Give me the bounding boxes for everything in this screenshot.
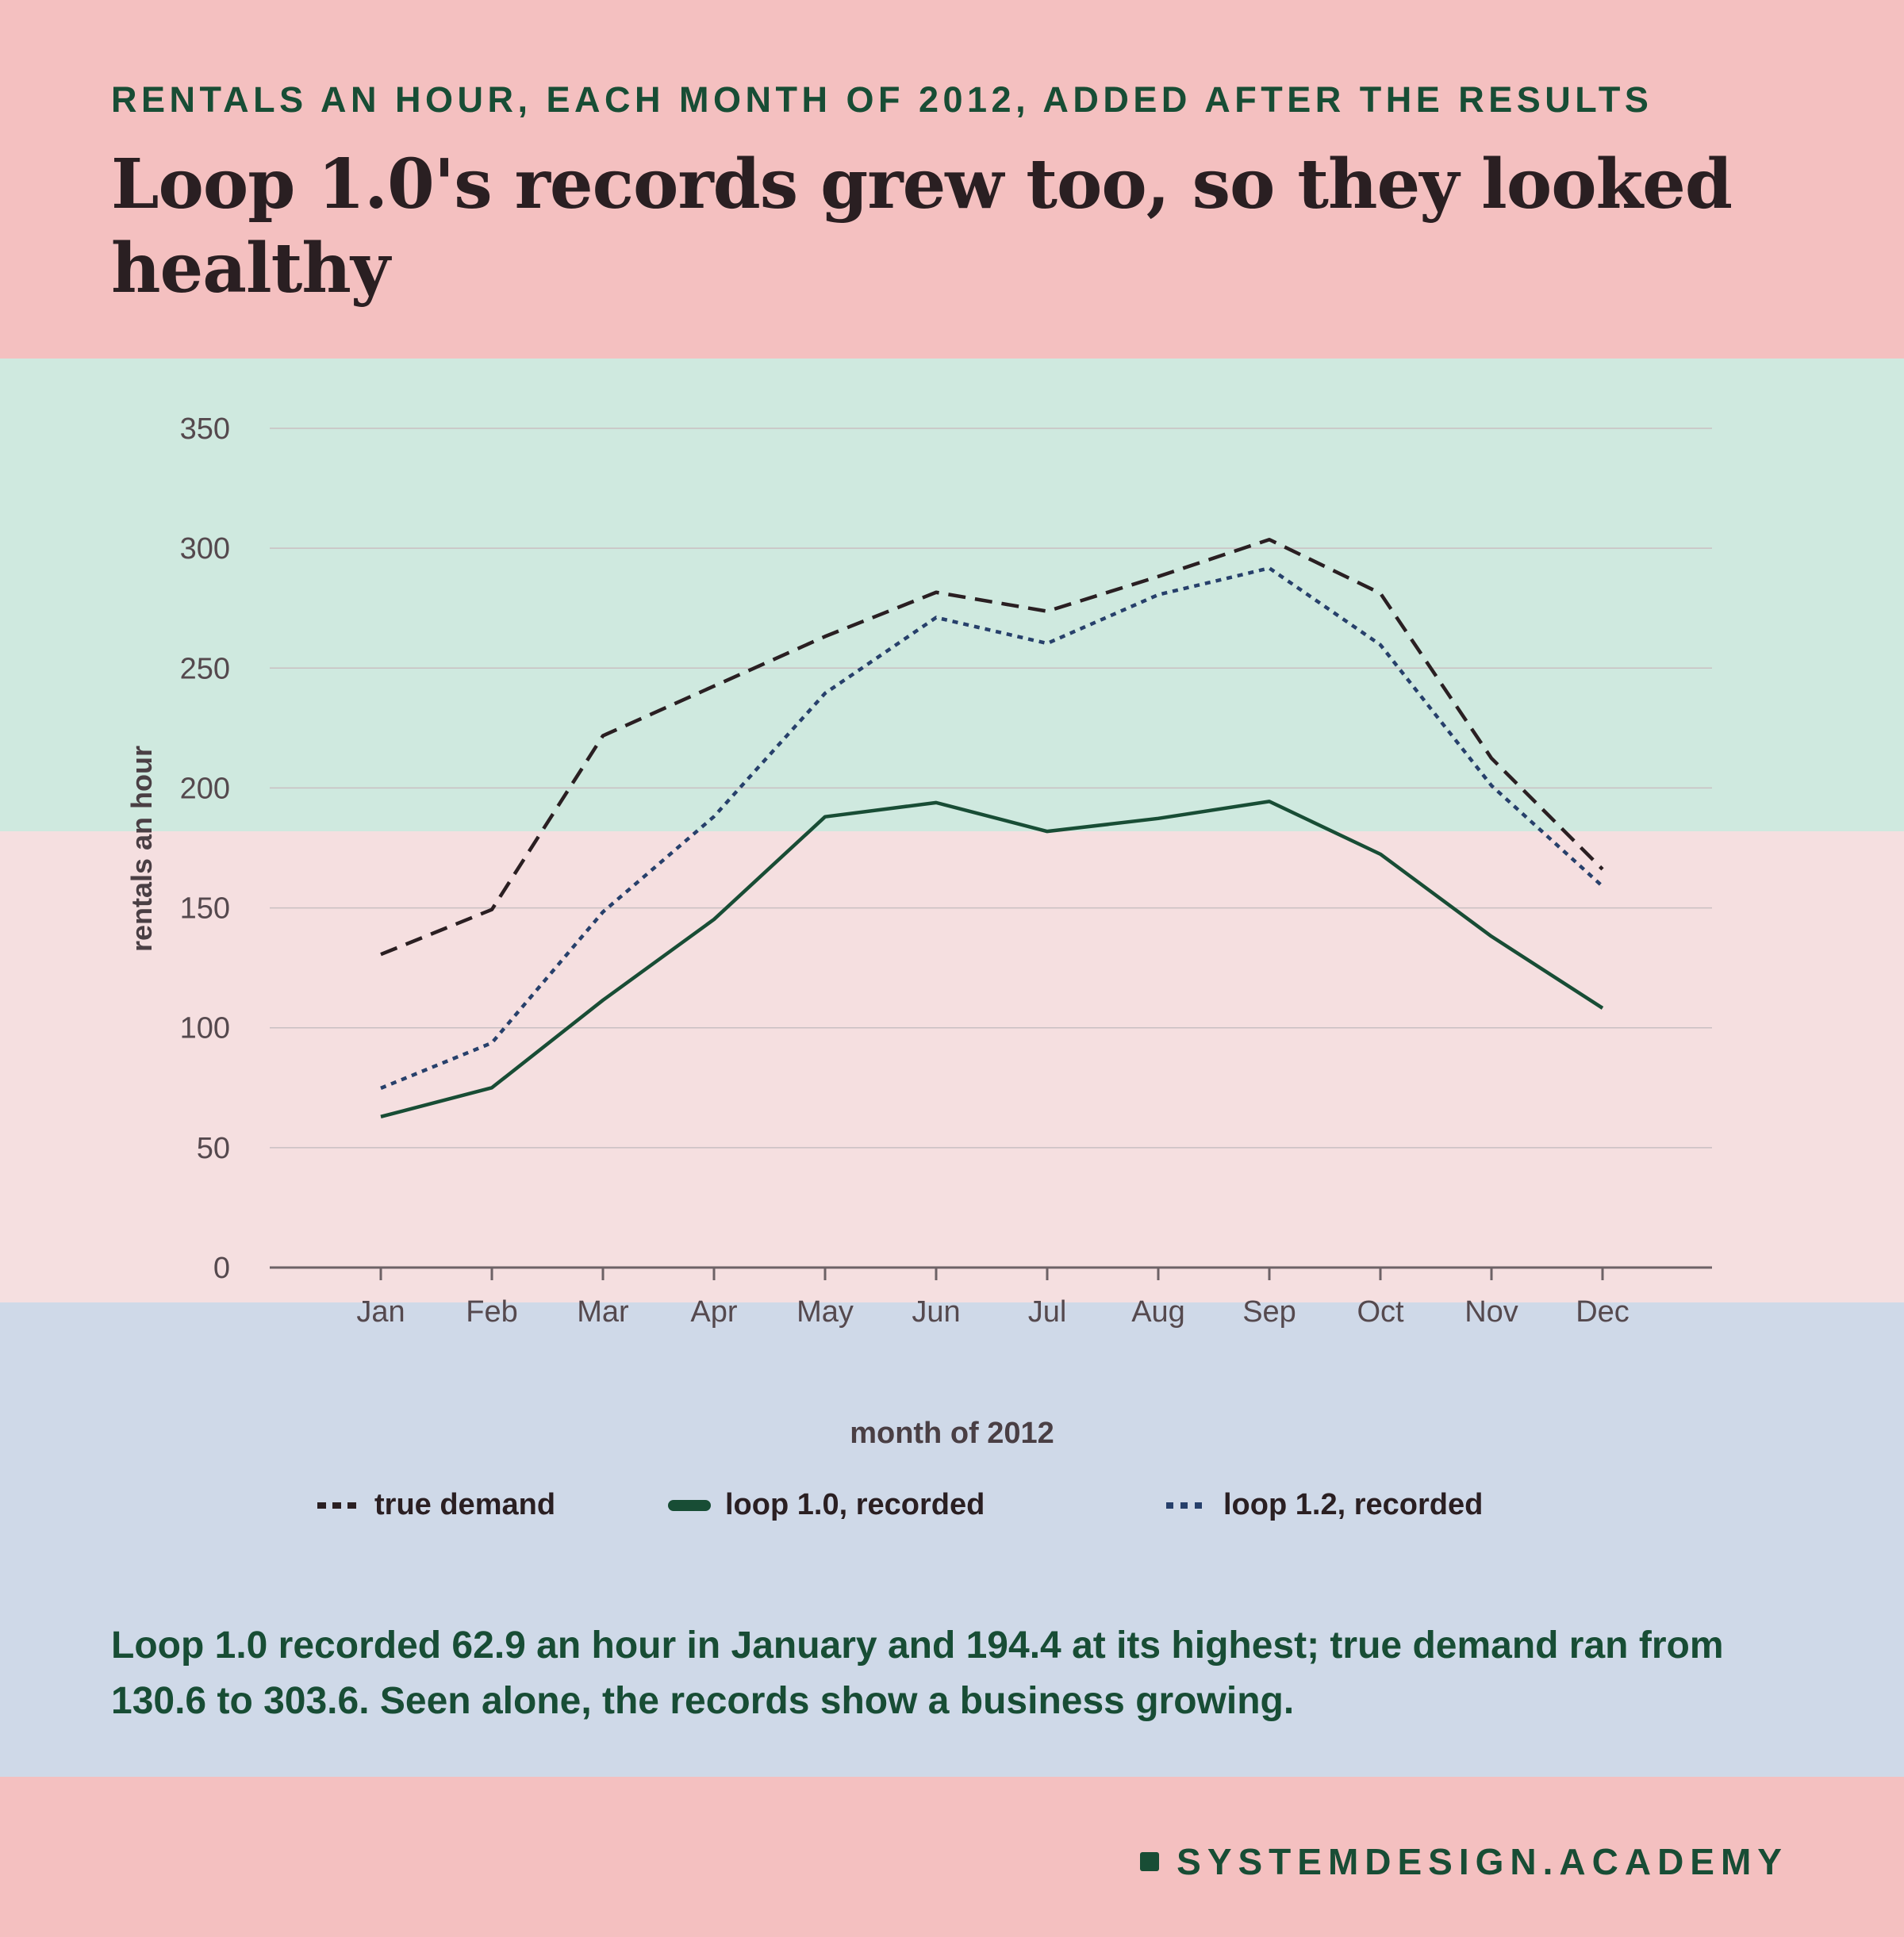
x-tick-label-may: May <box>797 1295 854 1329</box>
brand-name: SYSTEMDESIGN.ACADEMY <box>1177 1841 1788 1882</box>
legend-label-loop-1-2: loop 1.2, recorded <box>1223 1488 1484 1521</box>
x-tick-label-jul: Jul <box>1028 1295 1067 1329</box>
y-axis-title: rentals an hour <box>125 745 158 953</box>
legend-item-loop-1-0: loop 1.0, recorded <box>668 1488 985 1522</box>
chart-kicker: RENTALS AN HOUR, EACH MONTH OF 2012, ADD… <box>111 79 1653 120</box>
series-line-loop-1-2 <box>380 566 1604 1090</box>
x-tick-label-jan: Jan <box>356 1295 405 1329</box>
brand-footer: SYSTEMDESIGN.ACADEMY <box>1140 1840 1788 1883</box>
x-tick-label-oct: Oct <box>1357 1295 1404 1329</box>
x-tick-label-nov: Nov <box>1464 1295 1518 1329</box>
chart-summary: Loop 1.0 recorded 62.9 an hour in Januar… <box>111 1624 1724 1722</box>
x-tick-label-dec: Dec <box>1576 1295 1630 1329</box>
x-tick-label-mar: Mar <box>577 1295 629 1329</box>
y-tick-label-350: 350 <box>180 412 230 446</box>
series-line-loop-1-0 <box>380 800 1604 1119</box>
legend-swatch-true-demand <box>317 1502 360 1509</box>
legend-item-true-demand: true demand <box>317 1488 555 1522</box>
y-tick-label-0: 0 <box>213 1252 230 1285</box>
series-line-true-demand <box>380 538 1604 957</box>
legend-item-loop-1-2: loop 1.2, recorded <box>1166 1488 1483 1522</box>
y-tick-label-300: 300 <box>180 532 230 566</box>
x-tick-label-aug: Aug <box>1131 1295 1185 1329</box>
x-axis-title: month of 2012 <box>850 1417 1054 1450</box>
legend-swatch-loop-1-0 <box>668 1499 711 1511</box>
legend-label-true-demand: true demand <box>374 1488 556 1521</box>
line-chart: 0 50 100 150 200 250 300 350 Jan Feb Mar Apr May Jun J… <box>180 412 1712 1329</box>
y-tick-label-250: 250 <box>180 652 230 685</box>
x-tick-label-apr: Apr <box>690 1295 737 1329</box>
x-tick-label-jun: Jun <box>912 1295 960 1329</box>
x-tick-label-feb: Feb <box>466 1295 517 1329</box>
legend-label-loop-1-0: loop 1.0, recorded <box>725 1488 985 1521</box>
footnote-band <box>0 1302 1904 1777</box>
footer-band <box>0 1777 1904 1937</box>
y-tick-label-50: 50 <box>197 1132 230 1165</box>
brand-square-icon <box>1140 1852 1160 1871</box>
chart-legend: true demand loop 1.0, recorded loop 1.2,… <box>0 1488 1904 1528</box>
y-tick-label-150: 150 <box>180 892 230 926</box>
chart-headline: Loop 1.0's records grew too, so they loo… <box>111 144 1733 309</box>
y-tick-label-200: 200 <box>180 772 230 805</box>
y-tick-label-100: 100 <box>180 1012 230 1045</box>
legend-swatch-loop-1-2 <box>1166 1502 1209 1509</box>
lower-band <box>0 831 1904 1302</box>
header-band <box>0 0 1904 359</box>
x-tick-label-sep: Sep <box>1242 1295 1296 1329</box>
